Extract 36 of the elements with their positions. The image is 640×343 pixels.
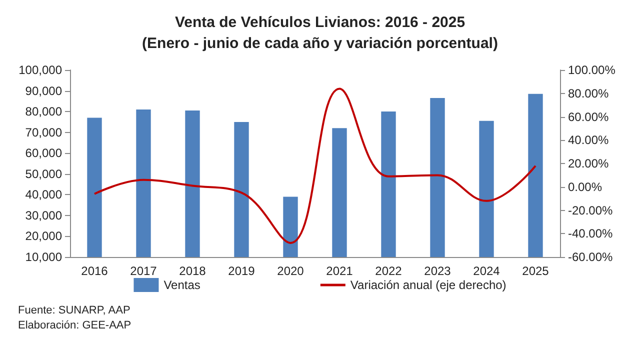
chart-title: Venta de Vehículos Livianos: 2016 - 2025 [174,14,466,31]
x-tick-label: 2019 [228,264,256,278]
legend-label: Ventas [164,278,200,292]
line-series [94,88,536,244]
y2-tick-label: -20.00% [568,203,614,218]
y2-tick-label: 20.00% [568,156,610,170]
y-tick-label: 80,000 [25,104,62,119]
source-note: Fuente: SUNARP, AAP [18,304,130,316]
y-tick-label: 100,000 [18,63,62,77]
y-tick-label: 60,000 [25,146,62,160]
y2-tick-label: -40.00% [568,226,614,241]
y-tick-label: 50,000 [25,166,62,181]
x-tick-label: 2016 [81,264,108,278]
y-tick-label: 30,000 [25,208,62,222]
y2-tick-label: 40.00% [568,133,610,148]
y2-tick-label: 100.00% [568,63,616,77]
text: Elaboración: GEE-AAP [18,320,132,332]
y-tick-label: 10,000 [25,250,62,264]
y2-tick-label: -60.00% [568,250,614,264]
y-tick-label: 90,000 [25,84,62,98]
x-tick-label: 2018 [179,264,206,278]
y2-tick-label: 0.00% [568,180,602,194]
chart-subtitle: (Enero - junio de cada año y variación porcentual) [142,35,498,52]
x-tick-label: 2025 [522,264,550,278]
x-tick-label: 2024 [473,264,500,278]
y-tick-label: 70,000 [25,125,62,140]
x-tick-label: 2023 [424,264,452,278]
y2-tick-label: 80.00% [568,86,610,100]
y-tick-label: 40,000 [25,188,62,202]
x-tick-label: 2022 [375,264,402,278]
x-tick-label: 2021 [326,264,354,278]
x-tick-label: 2020 [277,264,304,278]
legend-label: Variación anual (eje derecho) [350,278,506,292]
x-tick-label: 2017 [130,264,158,278]
y-tick-label: 20,000 [25,229,62,244]
y2-tick-label: 60.00% [568,110,610,124]
